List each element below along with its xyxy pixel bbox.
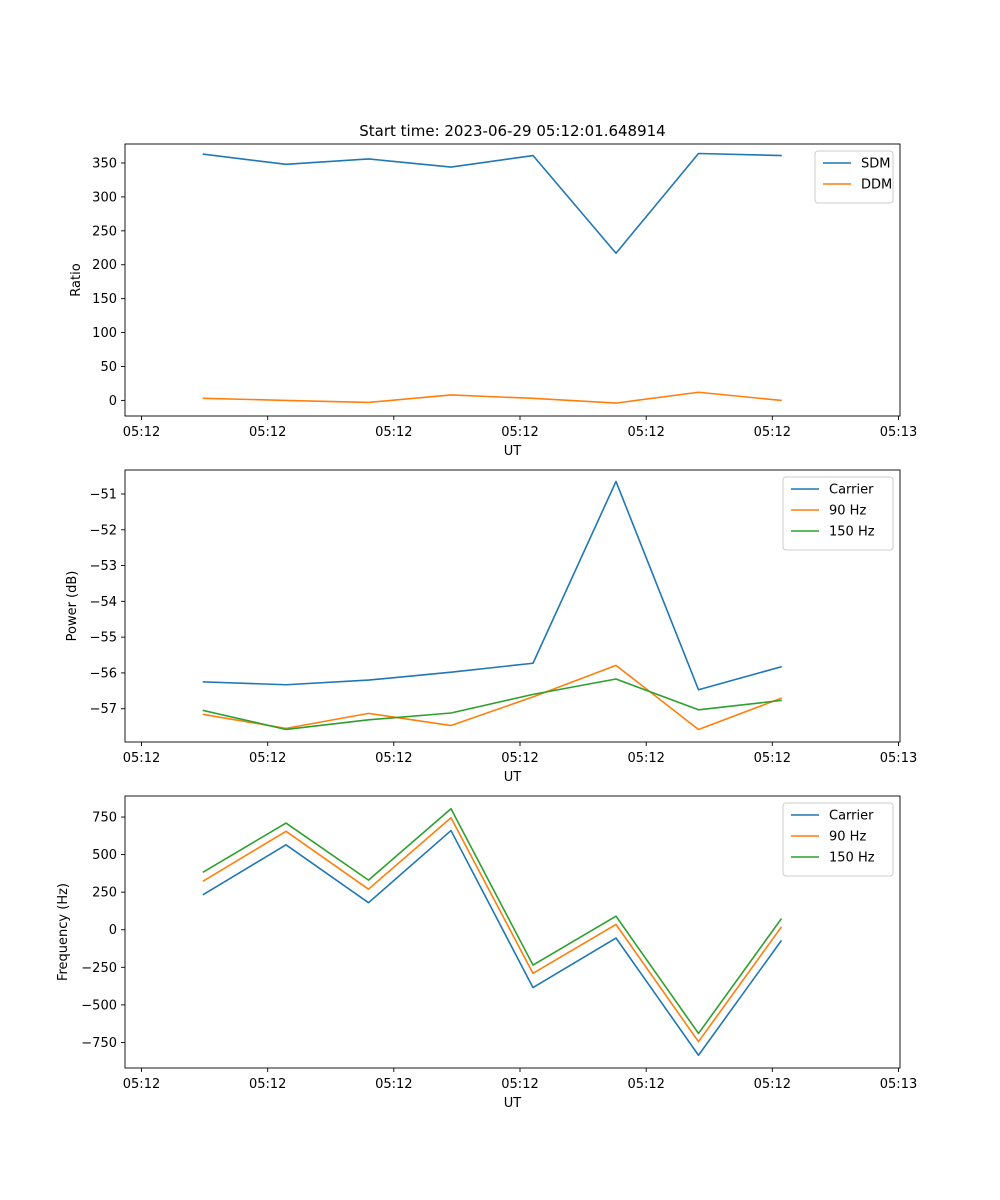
y-tick-label: 500 xyxy=(92,848,117,863)
axes-frame xyxy=(124,469,901,743)
y-tick-label: −53 xyxy=(90,559,117,574)
x-tick-label: 05:12 xyxy=(627,751,664,766)
y-axis-label: Frequency (Hz) xyxy=(56,883,71,981)
series-line-90-hz xyxy=(202,816,783,1043)
legend: Carrier 90 Hz 150 Hz xyxy=(782,802,894,877)
legend-label: 90 Hz xyxy=(829,830,866,845)
x-tick-label: 05:12 xyxy=(754,425,791,440)
y-tick-label: 0 xyxy=(109,394,117,409)
x-tick-label: 05:12 xyxy=(249,1077,286,1092)
x-tick-label: 05:12 xyxy=(123,751,160,766)
legend-label: DDM xyxy=(861,178,892,193)
x-tick-label: 05:12 xyxy=(375,1077,412,1092)
axes-frame xyxy=(124,143,901,417)
y-tick-label: 250 xyxy=(92,224,117,239)
y-tick-label: 250 xyxy=(92,886,117,901)
x-tick-label: 05:12 xyxy=(754,751,791,766)
x-tick-label: 05:12 xyxy=(754,1077,791,1092)
y-tick-label: −54 xyxy=(90,595,117,610)
x-axis-label: UT xyxy=(504,770,522,785)
x-tick-label: 05:13 xyxy=(880,1077,917,1092)
figure-title: Start time: 2023-06-29 05:12:01.648914 xyxy=(359,122,665,140)
y-tick-label: −56 xyxy=(90,666,117,681)
y-tick-label: −52 xyxy=(90,523,117,538)
legend-label: SDM xyxy=(861,157,890,172)
series-line-sdm xyxy=(202,152,782,255)
x-tick-label: 05:12 xyxy=(249,751,286,766)
y-tick-label: 50 xyxy=(100,360,117,375)
x-tick-label: 05:12 xyxy=(627,1077,664,1092)
axes-frame xyxy=(124,795,901,1069)
y-tick-label: −51 xyxy=(90,487,117,502)
legend-label: 150 Hz xyxy=(829,525,875,540)
y-tick-label: 300 xyxy=(92,190,117,205)
y-axis-label: Ratio xyxy=(69,263,84,296)
y-tick-label: −55 xyxy=(90,631,117,646)
legend: SDM DDM xyxy=(814,150,894,204)
x-axis-label: UT xyxy=(504,444,522,459)
y-tick-label: 150 xyxy=(92,292,117,307)
x-tick-label: 05:12 xyxy=(249,425,286,440)
panel-2: 05:12 05:12 05:12 05:12 05:12 05:12 05:13 −57 −5… xyxy=(65,469,917,785)
series-line-150-hz xyxy=(202,807,783,1035)
x-tick-label: 05:13 xyxy=(880,751,917,766)
series-line-ddm xyxy=(202,391,782,404)
x-axis-label: UT xyxy=(504,1096,522,1111)
series-line-carrier xyxy=(202,480,782,691)
y-tick-label: −250 xyxy=(81,961,117,976)
y-tick-label: 350 xyxy=(92,156,117,171)
legend-label: Carrier xyxy=(829,809,874,824)
panel-1: 05:12 05:12 05:12 05:12 05:12 05:12 05:13 0 50 10… xyxy=(69,143,917,459)
x-tick-label: 05:12 xyxy=(501,1077,538,1092)
legend: Carrier 90 Hz 150 Hz xyxy=(782,476,894,551)
x-tick-label: 05:12 xyxy=(501,751,538,766)
x-tick-label: 05:12 xyxy=(123,1077,160,1092)
y-tick-label: −57 xyxy=(90,702,117,717)
series-line-150-hz xyxy=(202,678,782,731)
series-line-carrier xyxy=(202,829,783,1057)
panel-3: 05:12 05:12 05:12 05:12 05:12 05:12 05:13 −750 −… xyxy=(56,795,917,1111)
y-tick-label: 200 xyxy=(92,258,117,273)
legend-label: 90 Hz xyxy=(829,504,866,519)
y-axis-label: Power (dB) xyxy=(65,571,80,642)
y-tick-label: −750 xyxy=(81,1036,117,1051)
x-tick-label: 05:12 xyxy=(501,425,538,440)
x-tick-label: 05:13 xyxy=(880,425,917,440)
y-tick-label: 100 xyxy=(92,326,117,341)
y-tick-label: 0 xyxy=(109,923,117,938)
x-tick-label: 05:12 xyxy=(375,751,412,766)
y-tick-label: −500 xyxy=(81,998,117,1013)
legend-label: 150 Hz xyxy=(829,851,875,866)
x-tick-label: 05:12 xyxy=(375,425,412,440)
x-tick-label: 05:12 xyxy=(627,425,664,440)
panels: 05:12 05:12 05:12 05:12 05:12 05:12 05:13 0 50 10… xyxy=(56,143,917,1111)
x-tick-label: 05:12 xyxy=(123,425,160,440)
series-line-90-hz xyxy=(202,664,783,731)
y-tick-label: 750 xyxy=(92,811,117,826)
legend-label: Carrier xyxy=(829,483,874,498)
legend-box xyxy=(814,150,894,204)
